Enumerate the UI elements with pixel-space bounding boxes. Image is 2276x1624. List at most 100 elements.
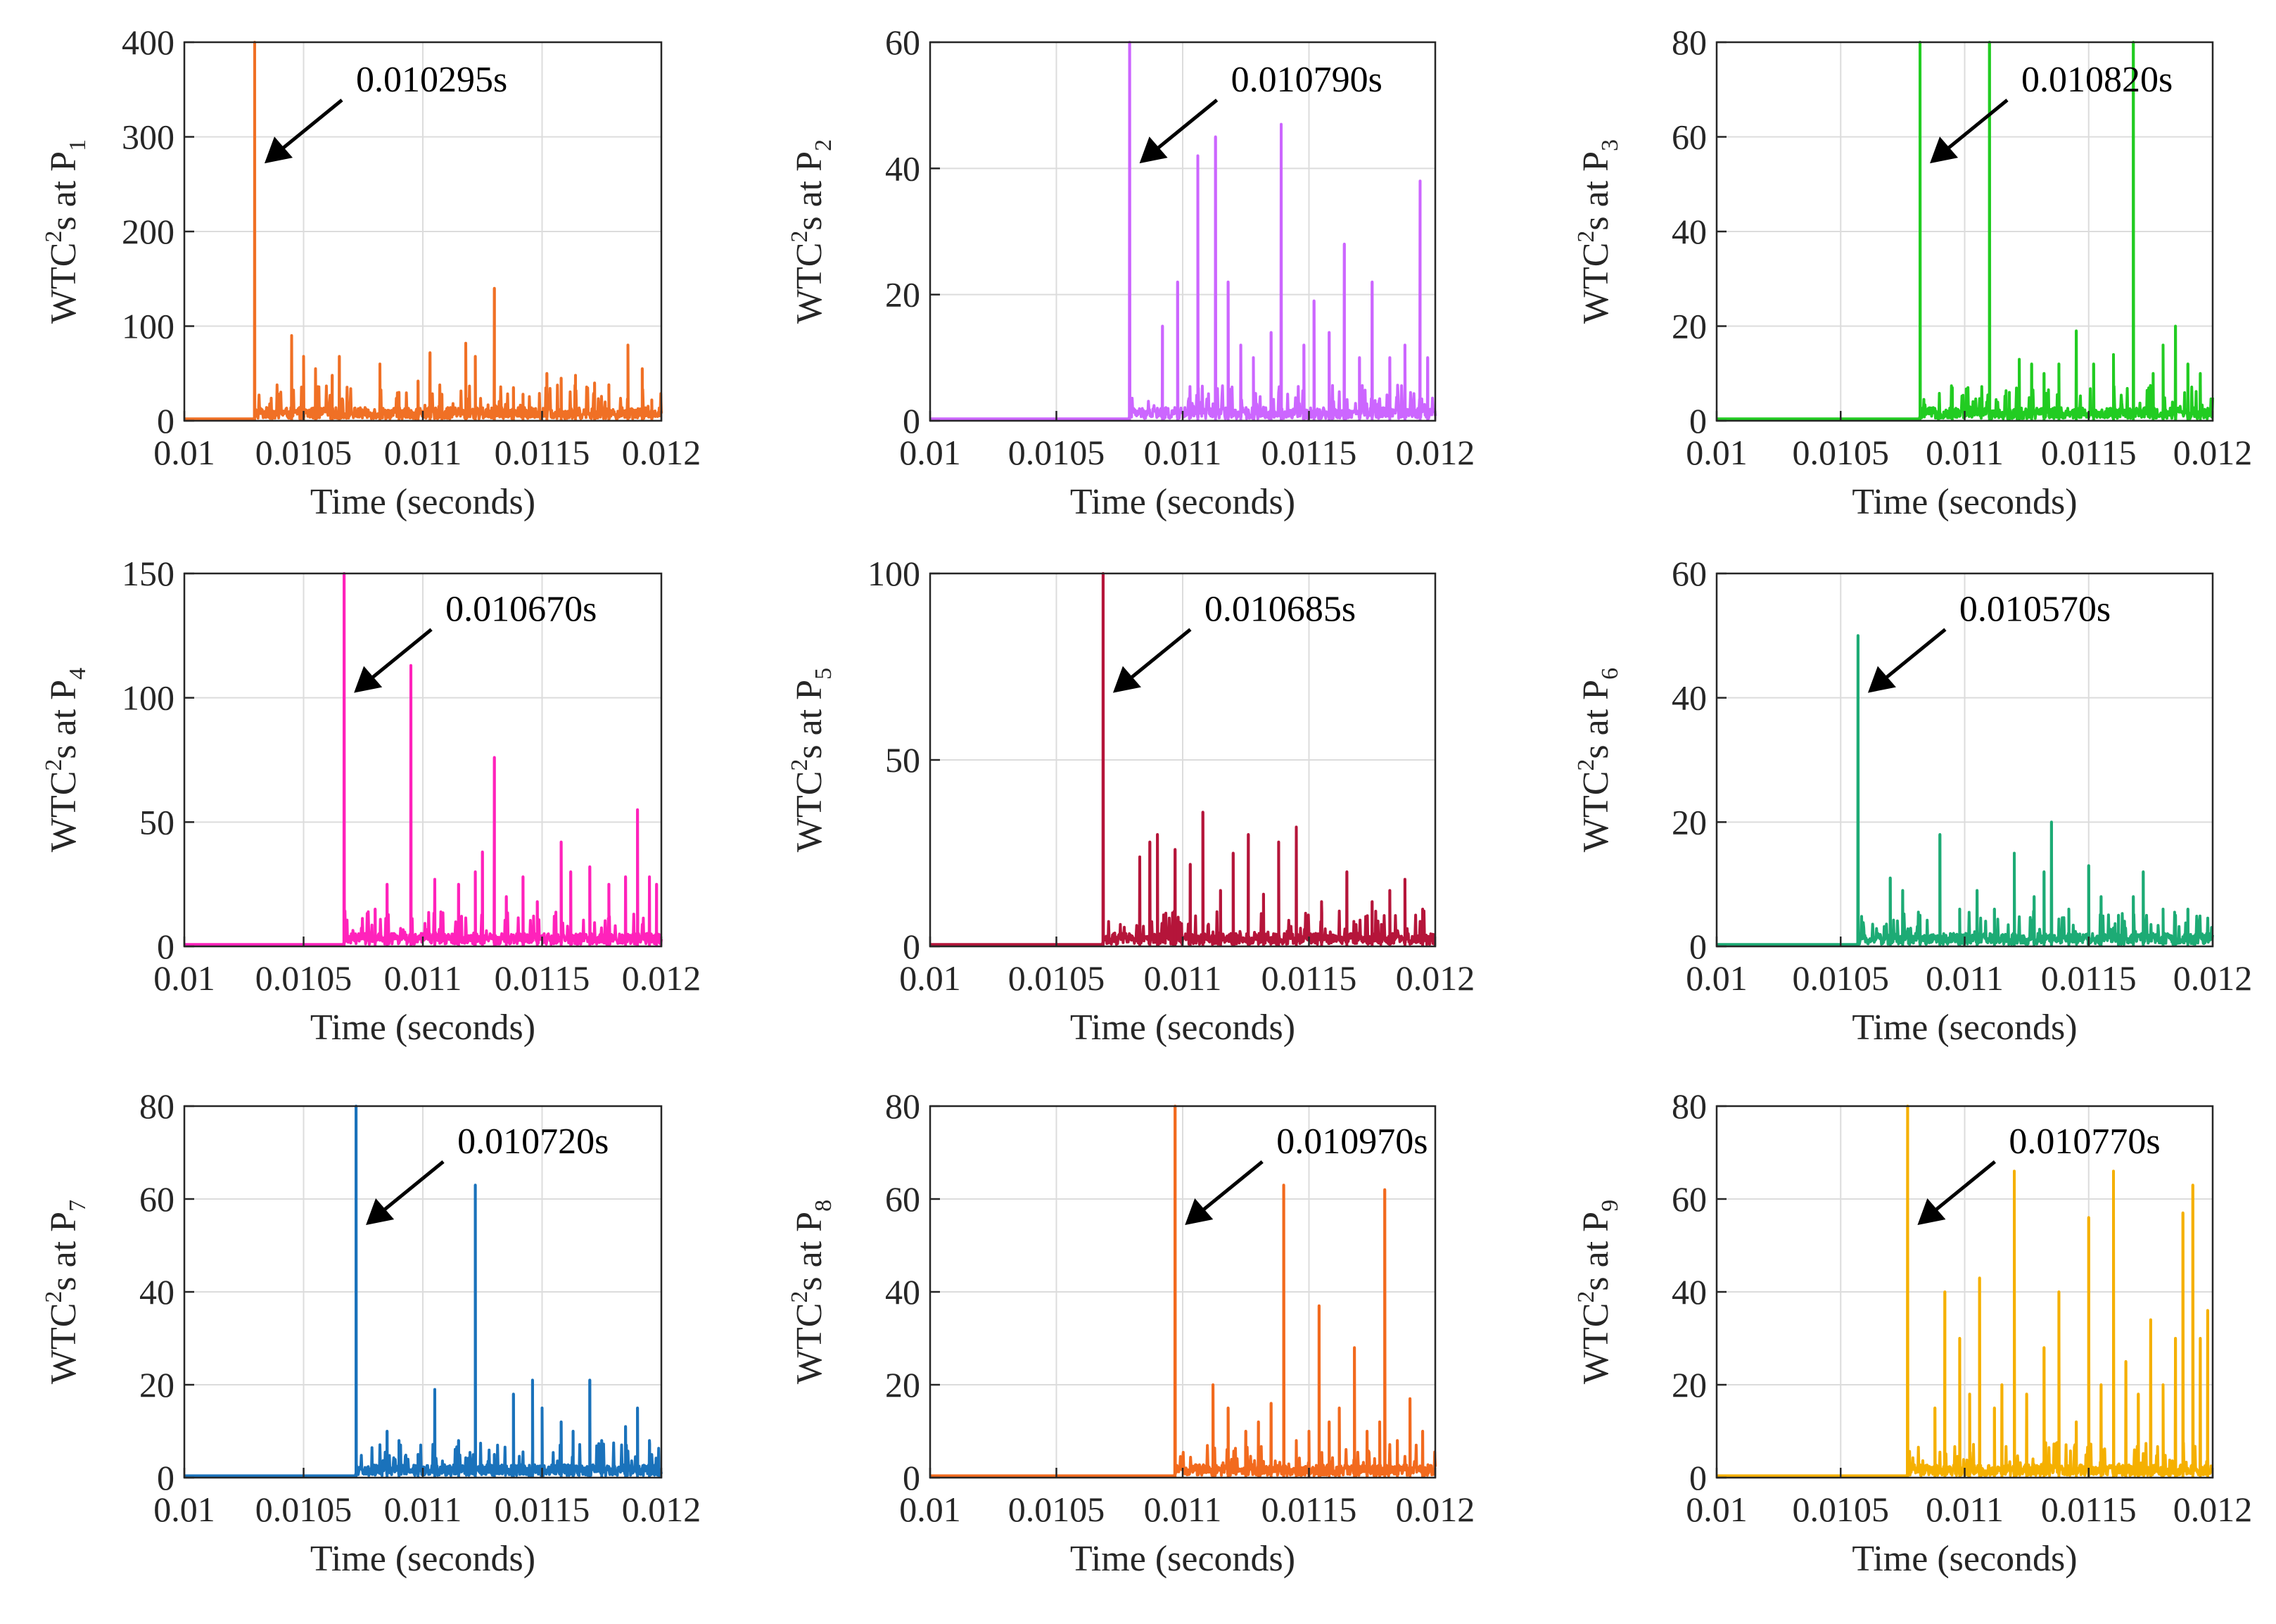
- x-tick-label: 0.012: [2173, 433, 2253, 472]
- y-tick-label: 20: [1672, 307, 1707, 346]
- y-tick-label: 80: [139, 1086, 174, 1126]
- x-tick-label: 0.012: [2173, 1490, 2253, 1529]
- x-tick-label: 0.0105: [1793, 1490, 1890, 1529]
- y-tick-label: 60: [139, 1179, 174, 1219]
- x-tick-label: 0.0105: [255, 1490, 352, 1529]
- annotation-label: 0.010970s: [1276, 1122, 1428, 1162]
- x-tick-label: 0.011: [1926, 433, 2004, 472]
- x-tick-label: 0.011: [1144, 433, 1222, 472]
- y-tick-label: 0: [903, 401, 920, 440]
- x-tick-label: 0.012: [1396, 1490, 1475, 1529]
- y-tick-label: 0: [1689, 401, 1707, 440]
- y-axis-label: WTC2s at P5: [787, 668, 837, 852]
- y-tick-label: 20: [1672, 1365, 1707, 1404]
- panel-p6: 0.01 0.0105 0.011 0.0115 0.012 0 20 40 60 Time (s…: [1573, 554, 2252, 1048]
- y-tick-label: 0: [157, 927, 174, 966]
- x-axis-label: Time (seconds): [1852, 482, 2077, 522]
- y-tick-label: 40: [1672, 678, 1707, 718]
- x-axis-label: Time (seconds): [310, 1539, 535, 1579]
- y-tick-label: 40: [139, 1272, 174, 1312]
- panel-p8: 0.01 0.0105 0.011 0.0115 0.012 0 20 40 60 80 Time …: [787, 1086, 1475, 1579]
- annotation-arrow: [1196, 1160, 1264, 1216]
- annotation-arrowhead: [1917, 1198, 1946, 1225]
- x-tick-label: 0.0115: [495, 433, 590, 472]
- y-axis-label: WTC2s at P4: [41, 668, 91, 852]
- x-axis-label: Time (seconds): [1852, 1539, 2077, 1579]
- annotation-arrow: [276, 99, 343, 155]
- x-tick-label: 0.0115: [495, 958, 590, 998]
- annotation-arrow: [1928, 1160, 1997, 1216]
- x-tick-label: 0.01: [153, 1490, 215, 1529]
- y-tick-label: 50: [139, 802, 174, 842]
- x-tick-label: 0.0105: [1008, 433, 1105, 472]
- y-tick-label: 100: [867, 554, 920, 593]
- y-axis-label: WTC2s at P9: [1573, 1200, 1623, 1384]
- annotation-arrowhead: [366, 1198, 395, 1225]
- x-axis-label: Time (seconds): [1852, 1008, 2077, 1048]
- x-tick-label: 0.012: [2173, 958, 2253, 998]
- y-tick-label: 40: [1672, 212, 1707, 251]
- y-axis-label: WTC2s at P3: [1573, 139, 1623, 324]
- panel-p3: 0.01 0.0105 0.011 0.0115 0.012 0 20 40 60 80 Time …: [1573, 23, 2252, 522]
- y-tick-label: 0: [903, 927, 920, 966]
- y-tick-label: 20: [139, 1365, 174, 1404]
- annotation-arrow: [1879, 628, 1947, 684]
- y-axis-label: WTC2s at P1: [41, 139, 91, 324]
- y-tick-label: 0: [903, 1458, 920, 1497]
- y-tick-label: 60: [1672, 1179, 1707, 1219]
- annotation-arrowhead: [354, 666, 383, 693]
- y-tick-label: 100: [122, 678, 174, 718]
- annotation-label: 0.010570s: [1959, 590, 2111, 630]
- x-tick-label: 0.0115: [2041, 958, 2137, 998]
- panel-p7: 0.01 0.0105 0.011 0.0115 0.012 0 20 40 60 80 Time …: [41, 1086, 701, 1579]
- x-tick-label: 0.01: [899, 433, 961, 472]
- annotation-arrowhead: [1185, 1198, 1214, 1225]
- series-line-p4: [183, 572, 663, 946]
- x-tick-label: 0.0115: [1261, 958, 1357, 998]
- annotation-arrowhead: [1139, 137, 1168, 164]
- annotation-arrow: [365, 628, 433, 684]
- x-tick-label: 0.0105: [1008, 958, 1105, 998]
- annotation-arrow: [1941, 99, 2009, 155]
- x-tick-label: 0.0105: [1793, 958, 1890, 998]
- x-tick-label: 0.0105: [255, 433, 352, 472]
- series-line-p2: [929, 41, 1437, 421]
- y-tick-label: 80: [885, 1086, 920, 1126]
- y-tick-label: 0: [157, 401, 174, 440]
- x-axis-label: Time (seconds): [1070, 1008, 1295, 1048]
- series-line-p7: [183, 1105, 663, 1478]
- x-tick-label: 0.011: [1926, 1490, 2004, 1529]
- annotation-arrowhead: [1867, 666, 1896, 693]
- y-tick-label: 50: [885, 740, 920, 780]
- y-tick-label: 100: [122, 307, 174, 346]
- annotation-label: 0.010295s: [356, 60, 507, 100]
- y-tick-label: 300: [122, 118, 174, 157]
- y-tick-label: 60: [1672, 118, 1707, 157]
- x-tick-label: 0.01: [1686, 433, 1748, 472]
- x-tick-label: 0.011: [1144, 1490, 1222, 1529]
- x-tick-label: 0.0115: [1261, 1490, 1357, 1529]
- panel-p9: 0.01 0.0105 0.011 0.0115 0.012 0 20 40 60 80 Time …: [1573, 1086, 2252, 1579]
- x-axis-label: Time (seconds): [1070, 482, 1295, 522]
- x-tick-label: 0.0115: [2041, 1490, 2137, 1529]
- y-axis-label: WTC2s at P7: [41, 1200, 91, 1384]
- x-tick-label: 0.0105: [255, 958, 352, 998]
- series-line-p1: [183, 41, 663, 421]
- y-tick-label: 150: [122, 554, 174, 593]
- y-tick-label: 60: [885, 23, 920, 62]
- annotation-label: 0.010790s: [1231, 60, 1382, 100]
- y-tick-label: 0: [1689, 1458, 1707, 1497]
- x-axis-label: Time (seconds): [1070, 1539, 1295, 1579]
- y-tick-label: 20: [1672, 802, 1707, 842]
- y-tick-label: 60: [1672, 554, 1707, 593]
- x-tick-label: 0.01: [1686, 958, 1748, 998]
- y-tick-label: 80: [1672, 1086, 1707, 1126]
- annotation-arrow: [377, 1160, 445, 1216]
- x-tick-label: 0.011: [384, 1490, 462, 1529]
- x-tick-label: 0.0115: [1261, 433, 1357, 472]
- annotation-label: 0.010685s: [1204, 590, 1356, 630]
- annotation-label: 0.010770s: [2009, 1122, 2160, 1162]
- x-tick-label: 0.012: [1396, 958, 1475, 998]
- x-tick-label: 0.01: [899, 1490, 961, 1529]
